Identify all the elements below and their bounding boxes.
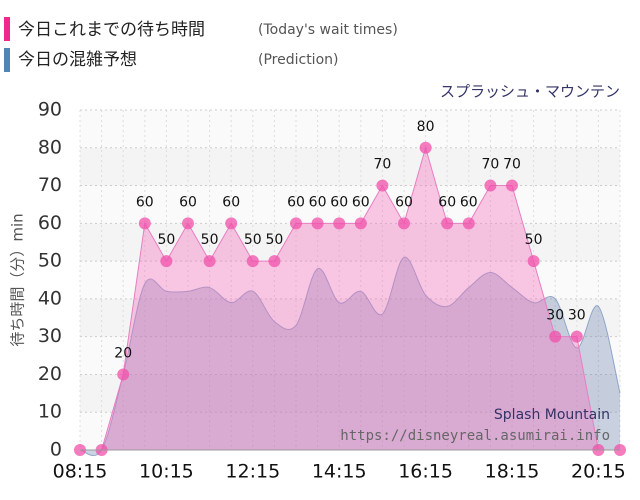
point [527,255,540,268]
legend-swatch [4,48,10,72]
point [268,255,281,268]
data-label: 30 [568,308,586,324]
y-tick-label: 0 [50,439,62,461]
x-tick-label: 08:15 [53,461,108,483]
legend-swatch [4,17,10,41]
data-label: 20 [114,345,132,361]
band [80,110,620,148]
point [246,255,259,268]
point [441,217,454,230]
data-label: 60 [287,194,305,210]
point [506,179,518,192]
data-label: 60 [460,194,478,210]
y-tick-label: 60 [38,212,62,234]
band [80,261,620,299]
data-label: 50 [244,232,262,248]
data-label: 70 [503,157,521,173]
y-tick-label: 90 [38,99,62,121]
point [225,217,238,230]
data-label: 50 [201,232,219,248]
point [354,217,367,230]
area [80,147,620,450]
data-label: 50 [265,232,283,248]
point [570,330,583,343]
y-tick-label: 50 [38,250,62,272]
data-label: 60 [309,194,327,210]
data-label: 60 [330,194,348,210]
series-line [79,256,621,457]
y-axis-label: 待ち時間（分）min [9,213,27,346]
data-label: 50 [157,232,175,248]
data-label: 60 [395,194,413,210]
point [419,141,432,154]
y-tick-label: 40 [38,287,62,309]
y-tick-label: 30 [38,325,62,347]
data-label: 60 [136,194,154,210]
point [203,255,216,268]
point [311,217,324,230]
legend-note: (Today's wait times) [258,22,398,38]
legend-label: 今日これまでの待ち時間 [18,20,205,40]
y-tick-label: 10 [38,401,62,423]
y-tick-label: 70 [38,174,62,196]
data-label: 50 [525,232,543,248]
data-label: 80 [417,119,435,135]
point [398,217,410,230]
data-label: 60 [222,194,240,210]
band [80,336,620,375]
source: https://disneyreal.asumirai.info [340,428,610,444]
chart-title: スプラッシュ・マウンテン [440,83,620,101]
point [333,217,346,230]
x-tick-label: 16:15 [398,461,453,483]
watermark: Splash Mountain [494,407,610,423]
data-label: 30 [546,308,564,324]
data-label: 60 [438,194,456,210]
data-label: 70 [481,157,499,173]
point [290,217,302,230]
point [462,217,475,230]
band [80,412,620,450]
band [80,374,620,413]
x-tick-label: 20:15 [571,461,626,483]
data-label: 60 [179,194,197,210]
x-tick-label: 10:15 [139,461,194,483]
x-tick-label: 14:15 [312,461,367,483]
point [549,330,562,343]
data-label: 60 [352,194,370,210]
band [80,185,620,224]
data-label: 70 [373,157,391,173]
point [376,179,389,192]
point [117,368,130,381]
y-tick-label: 20 [38,363,62,385]
point [484,179,497,192]
legend-note: (Prediction) [258,52,338,68]
series-line [80,145,620,451]
y-tick-label: 80 [38,136,62,158]
band [80,298,620,337]
legend-label: 今日の混雑予想 [18,50,137,70]
x-tick-label: 18:15 [485,461,540,483]
point [182,217,194,230]
x-tick-label: 12:15 [225,461,280,483]
point [138,217,151,230]
area [80,257,620,456]
band [80,147,620,186]
point [160,255,173,268]
